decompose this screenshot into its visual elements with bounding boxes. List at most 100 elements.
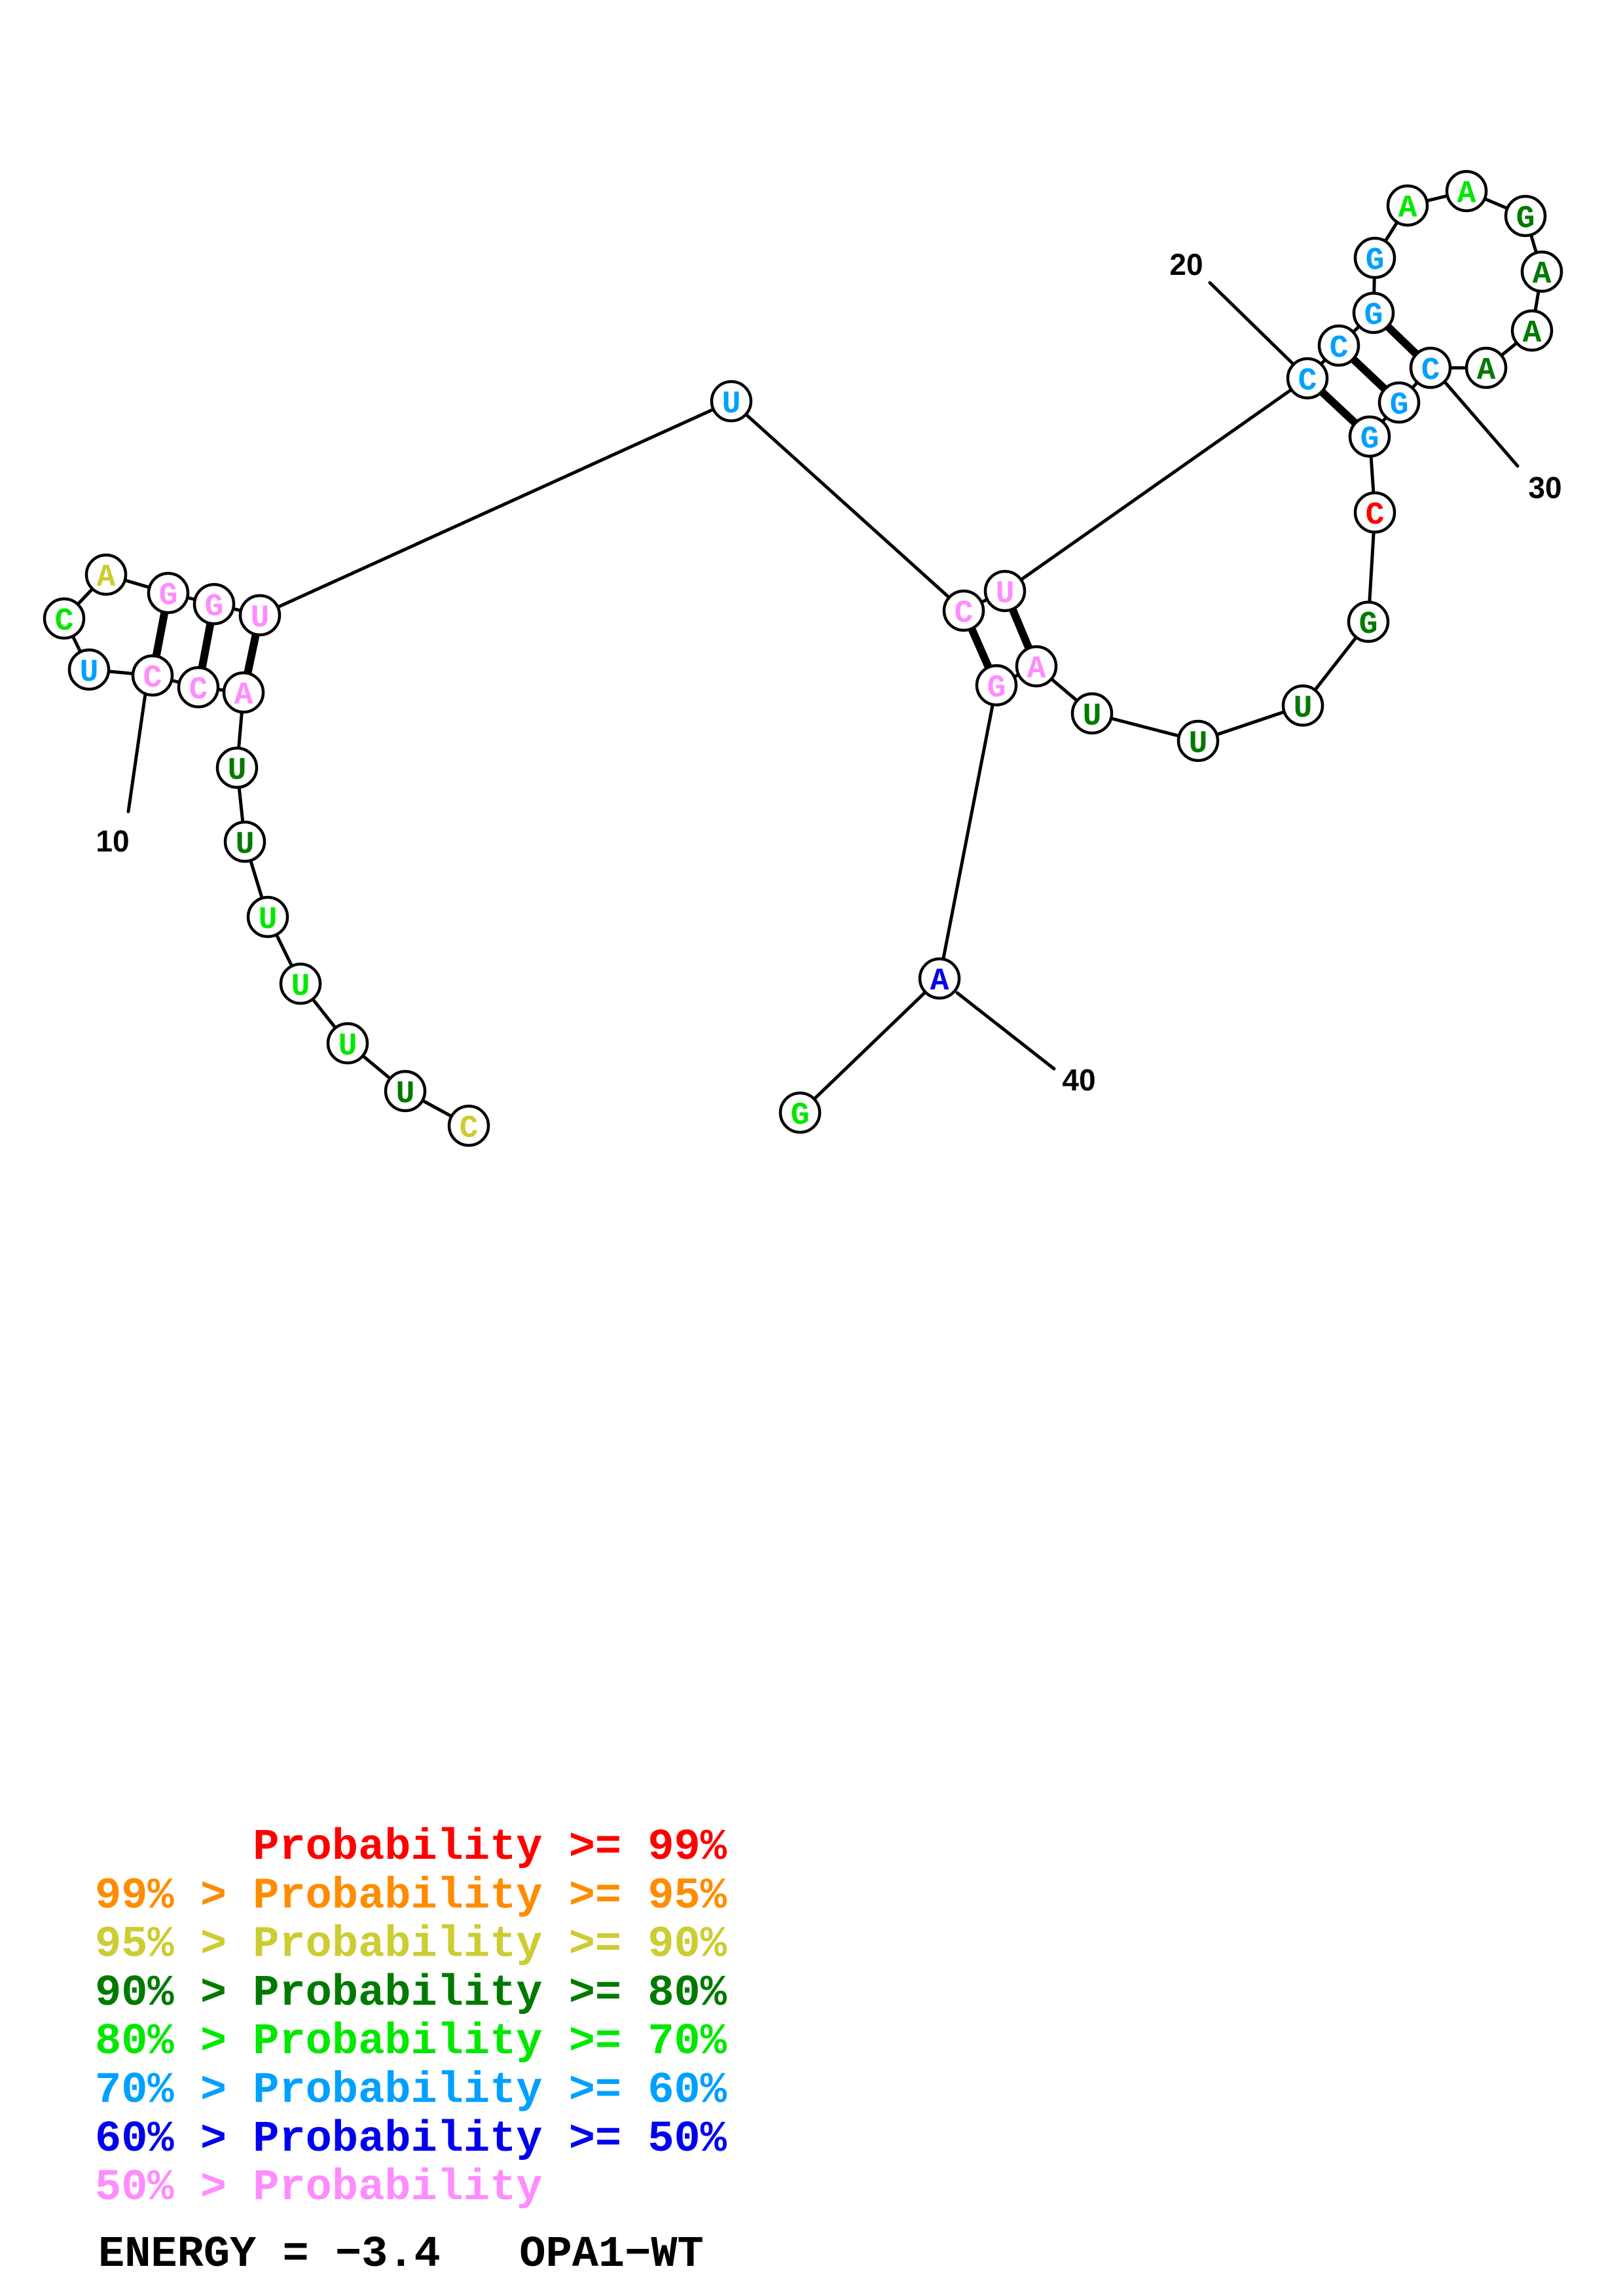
nucleotide-letter: A <box>1398 191 1417 226</box>
nucleotide-letter: U <box>228 753 247 789</box>
nucleotide-circles <box>43 170 1563 1147</box>
nucleotide-circle <box>147 571 190 615</box>
probability-legend: Probability >= 99%99% > Probability >= 9… <box>95 1823 727 2213</box>
nucleotide-letter: G <box>1360 422 1379 457</box>
nucleotide-letter: C <box>189 673 208 708</box>
nucleotide-letter: A <box>930 964 949 999</box>
nucleotide-circle <box>1281 684 1324 727</box>
nucleotide-circle <box>192 583 236 626</box>
nucleotide-circle <box>67 648 111 691</box>
nucleotide-letter: A <box>1533 257 1552 293</box>
nucleotide-letter: U <box>251 601 270 636</box>
energy-label: ENERGY = −3.4 OPA1−WT <box>98 2230 704 2280</box>
nucleotide-letter: C <box>1298 364 1317 399</box>
nucleotide-circle <box>1352 291 1395 334</box>
nucleotide-circle <box>1386 184 1429 227</box>
nucleotide-letter: G <box>205 590 224 625</box>
nucleotide-circle <box>43 597 86 640</box>
nucleotide-letter: G <box>159 579 178 614</box>
nucleotide-circle <box>1510 309 1554 352</box>
nucleotide-letter: G <box>1516 202 1535 237</box>
nucleotide-circle <box>1520 250 1563 293</box>
nucleotide-letter: G <box>987 671 1006 706</box>
nucleotide-circle <box>1465 346 1508 389</box>
nucleotide-letter: U <box>722 387 741 422</box>
nucleotide-circle <box>1176 719 1220 762</box>
nucleotide-circle <box>1070 692 1114 735</box>
label-pointer-line <box>1444 381 1520 468</box>
nucleotide-letter: A <box>1027 652 1046 687</box>
nucleotide-circle <box>1409 346 1452 389</box>
nucleotide-letter: G <box>1359 607 1378 643</box>
backbone-edge <box>1003 376 1309 593</box>
legend-row: 80% > Probability >= 70% <box>95 2017 727 2067</box>
position-label: 10 <box>96 824 129 858</box>
nucleotide-letter: U <box>996 577 1015 612</box>
legend-row: 90% > Probability >= 80% <box>95 1969 727 2018</box>
legend-row: 99% > Probability >= 95% <box>95 1871 727 1921</box>
nucleotide-letter: C <box>460 1111 479 1147</box>
backbone-edge <box>798 977 941 1115</box>
nucleotide-letter: G <box>1390 388 1409 423</box>
nucleotide-letter: C <box>1421 353 1440 389</box>
nucleotide-circle <box>710 380 753 423</box>
legend-row: 70% > Probability >= 60% <box>95 2066 727 2116</box>
nucleotide-circle <box>84 553 128 596</box>
nucleotide-letter: C <box>55 604 74 639</box>
nucleotide-circle <box>131 654 174 697</box>
nucleotide-letter: G <box>1366 243 1385 279</box>
nucleotide-letter: U <box>1083 699 1102 734</box>
nucleotide-letter: G <box>791 1098 810 1134</box>
nucleotide-circle <box>1015 645 1058 688</box>
nucleotide-letter: G <box>1364 298 1383 334</box>
nucleotide-letter: U <box>291 969 310 1005</box>
nucleotide-circle <box>778 1091 822 1134</box>
backbone-edge <box>729 399 966 613</box>
nucleotide-circle <box>1317 324 1360 367</box>
position-labels: 10 20 30 40 <box>96 247 1561 1097</box>
nucleotide-letter: A <box>97 560 116 596</box>
nucleotide-circle <box>384 1069 427 1113</box>
nucleotide-letter: U <box>1189 726 1208 762</box>
legend-row: 60% > Probability >= 50% <box>95 2115 727 2164</box>
nucleotide-letter: U <box>1294 691 1313 726</box>
nucleotide-circle <box>246 895 289 939</box>
nucleotide-letter: C <box>1366 498 1385 533</box>
nucleotide-circle <box>918 957 961 1000</box>
position-label: 20 <box>1169 247 1203 281</box>
nucleotide-letter: U <box>396 1077 415 1112</box>
nucleotide-letter: A <box>1523 316 1542 351</box>
basepair-edges <box>149 310 1434 694</box>
nucleotide-circle <box>1377 381 1421 424</box>
nucleotide-circle <box>279 962 322 1005</box>
nucleotide-circle <box>447 1104 490 1147</box>
label-pointer-line <box>955 991 1056 1071</box>
nucleotide-circle <box>177 666 220 709</box>
label-pointer-lines <box>126 281 1520 1071</box>
nucleotide-letter: U <box>259 903 278 938</box>
legend-row: Probability >= 99% <box>95 1823 727 1873</box>
nucleotide-letter: U <box>338 1029 357 1064</box>
label-pointer-line <box>126 692 147 814</box>
nucleotide-letter: A <box>1477 353 1496 389</box>
nucleotide-letter: C <box>143 661 162 696</box>
nucleotide-circle <box>223 820 266 863</box>
nucleotide-letter: A <box>1457 177 1476 212</box>
backbone-edge <box>938 683 998 980</box>
nucleotide-circle <box>215 746 259 789</box>
nucleotide-circle <box>983 569 1027 613</box>
nucleotide-letter: C <box>1330 331 1349 367</box>
nucleotide-circle <box>222 671 265 714</box>
nucleotide-circle <box>1347 600 1390 643</box>
nucleotide-circle <box>238 594 282 637</box>
nucleotide-circle <box>1286 357 1329 400</box>
nucleotide-letter: U <box>236 827 255 863</box>
nucleotide-circle <box>1504 194 1547 238</box>
nucleotide-letter: A <box>234 678 253 713</box>
position-label: 40 <box>1062 1063 1095 1097</box>
nucleotide-circle <box>942 589 985 632</box>
legend-row: 95% > Probability >= 90% <box>95 1920 727 1970</box>
position-label: 30 <box>1528 471 1561 505</box>
